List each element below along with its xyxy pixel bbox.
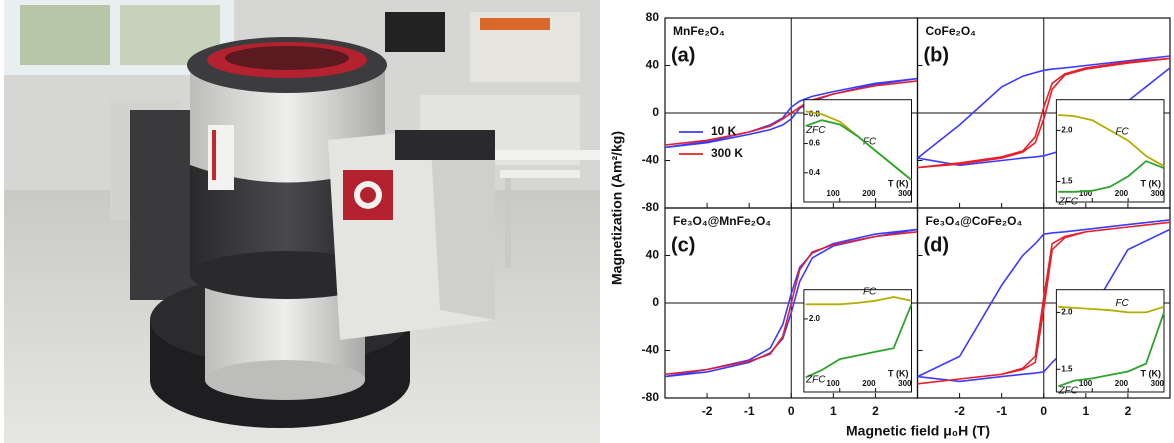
x-tick-label: -2 bbox=[702, 404, 713, 418]
inset-x-tick-label: 200 bbox=[862, 189, 876, 198]
figure: Magnetization (Am²/kg) Magnetic field μ₀… bbox=[0, 0, 1174, 443]
y-tick-label: 40 bbox=[646, 58, 660, 72]
y-tick-label: -40 bbox=[642, 343, 660, 357]
x-tick-label: 0 bbox=[788, 404, 795, 418]
inset-y-tick-label: 0.6 bbox=[809, 139, 821, 148]
y-tick-label: -40 bbox=[642, 153, 660, 167]
inset-curve-label: ZFC bbox=[805, 375, 826, 386]
x-tick-label: 1 bbox=[1082, 404, 1089, 418]
inset-y-tick-label: 2.0 bbox=[1061, 125, 1073, 134]
inset-x-label: T (K) bbox=[1141, 178, 1162, 188]
inset-x-tick-label: 300 bbox=[1151, 379, 1165, 388]
inset-x-tick-label: 300 bbox=[1151, 189, 1165, 198]
y-tick-label: -80 bbox=[642, 200, 660, 214]
photo bbox=[4, 0, 600, 443]
panel-label: (c) bbox=[671, 234, 695, 256]
y-tick-label: -80 bbox=[642, 390, 660, 404]
panel-title: CoFe₂O₄ bbox=[926, 24, 977, 38]
inset-x-label: T (K) bbox=[888, 368, 909, 378]
inset-x-tick-label: 200 bbox=[1115, 379, 1129, 388]
inset-x-label: T (K) bbox=[888, 178, 909, 188]
panel-title: Fe₃O₄@MnFe₂O₄ bbox=[673, 214, 771, 228]
y-tick-label: 40 bbox=[646, 248, 660, 262]
panel-label: (a) bbox=[671, 44, 695, 66]
panel-label: (d) bbox=[924, 234, 950, 256]
inset-x-tick-label: 200 bbox=[862, 379, 876, 388]
inset-curve-label: FC bbox=[1115, 126, 1129, 137]
inset-x-tick-label: 300 bbox=[898, 379, 912, 388]
x-axis-title: Magnetic field μ₀H (T) bbox=[846, 423, 990, 439]
inset-curve-label: FC bbox=[863, 286, 877, 297]
inset-x-tick-label: 100 bbox=[826, 379, 840, 388]
inset-y-tick-label: 1.5 bbox=[1061, 177, 1073, 186]
inset-y-tick-label: 2.0 bbox=[809, 314, 821, 323]
x-tick-label: 2 bbox=[1125, 404, 1132, 418]
inset-curve-label: ZFC bbox=[805, 125, 826, 136]
x-tick-label: 2 bbox=[872, 404, 879, 418]
y-tick-label: 0 bbox=[652, 295, 659, 309]
x-tick-label: -2 bbox=[954, 404, 965, 418]
inset-x-tick-label: 100 bbox=[826, 189, 840, 198]
inset-y-tick-label: 2.0 bbox=[1061, 308, 1073, 317]
y-tick-label: 80 bbox=[646, 10, 660, 24]
panel-title: Fe₃O₄@CoFe₂O₄ bbox=[926, 214, 1023, 228]
inset-curve-label: ZFC bbox=[1058, 385, 1079, 396]
inset-x-label: T (K) bbox=[1141, 368, 1162, 378]
x-tick-label: -1 bbox=[744, 404, 755, 418]
panel: -80 -40 0 40 -2 -1 0 1 2 Fe₃O₄@MnFe₂O₄ (c) 2.0 100 20… bbox=[642, 208, 918, 418]
panel-title: MnFe₂O₄ bbox=[673, 24, 725, 38]
inset-y-tick-label: 1.5 bbox=[1061, 364, 1073, 373]
inset-curve-label: FC bbox=[1115, 298, 1129, 309]
legend-label: 300 K bbox=[711, 146, 743, 160]
y-axis-title: Magnetization (Am²/kg) bbox=[609, 131, 625, 285]
inset-x-tick-label: 300 bbox=[898, 189, 912, 198]
legend-label: 10 K bbox=[711, 124, 737, 138]
x-tick-label: -1 bbox=[996, 404, 1007, 418]
panel-label: (b) bbox=[924, 44, 950, 66]
inset-curve-label: ZFC bbox=[1058, 196, 1079, 207]
y-tick-label: 0 bbox=[652, 105, 659, 119]
inset-x-tick-label: 200 bbox=[1115, 189, 1129, 198]
x-tick-label: 0 bbox=[1040, 404, 1047, 418]
inset-y-tick-label: 0.4 bbox=[809, 168, 821, 177]
x-tick-label: 1 bbox=[830, 404, 837, 418]
page: {"x_label": "Magnetic field μ₀H (T)", "y… bbox=[0, 0, 1174, 443]
